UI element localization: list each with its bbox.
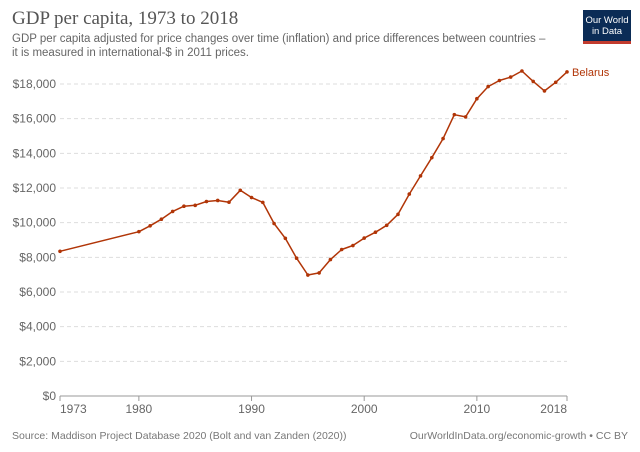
source-note: Source: Maddison Project Database 2020 (… xyxy=(12,430,347,442)
data-point[interactable] xyxy=(170,209,175,214)
data-point[interactable] xyxy=(339,247,344,252)
y-tick-label: $2,000 xyxy=(19,354,56,368)
data-point[interactable] xyxy=(317,271,321,275)
data-point[interactable] xyxy=(407,192,412,196)
data-point[interactable] xyxy=(486,84,490,89)
y-tick-label: $8,000 xyxy=(19,250,56,264)
data-point[interactable] xyxy=(283,236,288,241)
x-tick-label: 1990 xyxy=(238,402,265,416)
data-point[interactable] xyxy=(137,229,141,234)
x-tick-label: 1980 xyxy=(126,402,153,416)
chart-subtitle: GDP per capita adjusted for price change… xyxy=(12,33,546,59)
data-point[interactable] xyxy=(565,70,569,74)
chart-title: GDP per capita, 1973 to 2018 xyxy=(12,8,239,29)
data-point[interactable] xyxy=(430,155,434,160)
data-point[interactable] xyxy=(193,203,197,208)
data-point[interactable] xyxy=(58,249,62,254)
series-line-belarus[interactable] xyxy=(59,70,568,276)
y-tick-label: $10,000 xyxy=(13,216,57,230)
data-point[interactable] xyxy=(531,79,535,84)
data-point[interactable] xyxy=(463,115,468,119)
data-point[interactable] xyxy=(351,243,355,248)
data-point[interactable] xyxy=(294,256,299,261)
data-point[interactable] xyxy=(148,223,152,228)
data-point[interactable] xyxy=(238,188,243,193)
data-point[interactable] xyxy=(441,136,445,141)
data-point[interactable] xyxy=(475,96,479,101)
y-tick-label: $0 xyxy=(43,389,57,403)
x-tick-label: 2010 xyxy=(464,402,491,416)
data-point[interactable] xyxy=(328,257,333,262)
data-point[interactable] xyxy=(497,78,502,83)
y-tick-label: $16,000 xyxy=(13,112,57,126)
y-tick-label: $12,000 xyxy=(13,181,57,195)
y-tick-label: $18,000 xyxy=(13,77,57,91)
data-point[interactable] xyxy=(182,204,186,208)
data-point[interactable] xyxy=(362,236,367,240)
data-point[interactable] xyxy=(384,223,389,228)
logo-line-2: in Data xyxy=(591,26,623,37)
data-point[interactable] xyxy=(249,195,254,200)
x-tick-label: 1973 xyxy=(60,402,87,416)
data-point[interactable] xyxy=(542,89,547,93)
data-point[interactable] xyxy=(159,217,164,221)
data-point[interactable] xyxy=(520,69,524,73)
data-point[interactable] xyxy=(553,80,558,85)
x-tick-label: 2000 xyxy=(351,402,378,416)
data-point[interactable] xyxy=(508,75,513,79)
data-point[interactable] xyxy=(204,199,209,204)
data-point[interactable] xyxy=(306,273,310,277)
data-point[interactable] xyxy=(272,221,276,226)
license-note[interactable]: OurWorldInData.org/economic-growth • CC … xyxy=(409,430,628,442)
y-tick-label: $4,000 xyxy=(19,320,56,334)
data-point[interactable] xyxy=(418,174,423,178)
data-point[interactable] xyxy=(396,212,400,217)
y-tick-label: $14,000 xyxy=(13,146,57,160)
data-point[interactable] xyxy=(227,200,231,205)
data-point[interactable] xyxy=(373,230,378,234)
x-tick-label: 2018 xyxy=(540,402,567,416)
data-point[interactable] xyxy=(261,200,265,205)
y-tick-label: $6,000 xyxy=(19,285,56,299)
data-point[interactable] xyxy=(215,198,220,203)
logo-line-1: Our World xyxy=(585,15,629,26)
series-label[interactable]: Belarus xyxy=(572,67,610,79)
data-point[interactable] xyxy=(452,112,457,117)
owid-logo[interactable]: Our World in Data xyxy=(583,10,631,44)
